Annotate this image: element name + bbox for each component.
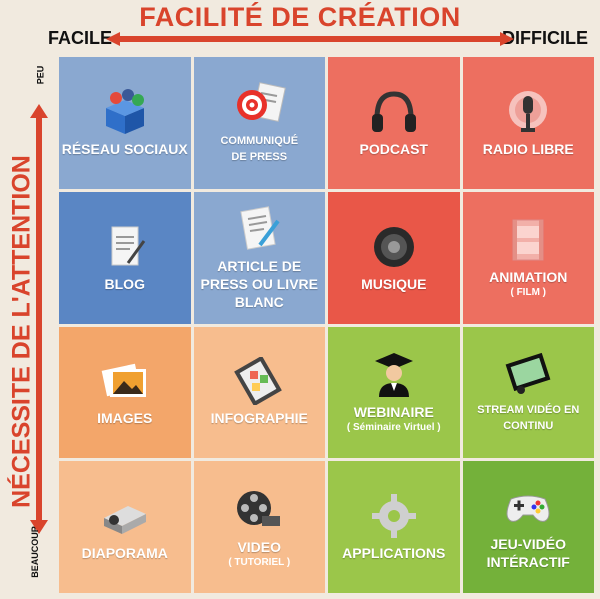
- cell-label: RADIO LIBRE: [482, 140, 574, 157]
- cell-label: JEU-VIDÉO INTÉRACTIF: [486, 536, 570, 571]
- cell-diaporama: DIAPORAMA: [59, 461, 191, 593]
- vertical-double-arrow: [30, 104, 48, 534]
- cell-infographie: INFOGRAPHIE: [193, 326, 325, 459]
- cell-label: COMMUNIQUÉ DE PRESS: [220, 134, 299, 163]
- cell-reseau-sociaux: RÉSEAU SOCIAUX: [59, 57, 191, 189]
- cell-video: VIDEO ( TUTORIEL ): [193, 461, 325, 593]
- cell-sublabel: ( TUTORIEL ): [228, 556, 291, 568]
- cell-sublabel: ( Séminaire Virtuel ): [346, 421, 441, 433]
- gear-icon: [371, 494, 416, 539]
- cell-label: RÉSEAU SOCIAUX: [61, 140, 188, 157]
- cell-label: STREAM VIDÉO EN CONTINU: [477, 404, 580, 433]
- cell-communique-de-press: COMMUNIQUÉ DE PRESS: [193, 57, 325, 189]
- vertical-axis-title: NÉCESSITE DE L'ATTENTION: [7, 155, 36, 508]
- graduate-icon: [374, 352, 413, 397]
- microphone-broadcast-icon: [509, 90, 548, 132]
- cell-webinaire: WEBINAIRE ( Séminaire Virtuel ): [328, 326, 460, 459]
- axis-label-difficile: DIFFICILE: [502, 28, 588, 48]
- speaker-icon: [373, 226, 414, 267]
- axis-label-facile: FACILE: [48, 28, 113, 48]
- cell-applications: APPLICATIONS: [328, 461, 460, 593]
- infographic-icon: [234, 357, 283, 406]
- cell-label: PODCAST: [359, 140, 428, 157]
- cell-podcast: PODCAST: [328, 57, 460, 189]
- cell-label: VIDEO: [237, 538, 282, 555]
- cell-label: WEBINAIRE: [353, 403, 434, 420]
- cell-label: ANIMATION: [489, 269, 568, 286]
- cell-sublabel: ( FILM ): [510, 287, 547, 299]
- cell-jeu-video: JEU-VIDÉO INTÉRACTIF: [462, 461, 594, 593]
- video-screen-icon: [505, 353, 551, 395]
- cell-stream-video: STREAM VIDÉO EN CONTINU: [462, 326, 594, 459]
- content-matrix: RÉSEAU SOCIAUX COMMUNIQUÉ DE PRESS PODCA…: [59, 57, 594, 593]
- film-reel-icon: [237, 490, 281, 526]
- photos-icon: [101, 364, 146, 398]
- cell-images: IMAGES: [59, 326, 191, 459]
- cell-radio-libre: RADIO LIBRE: [462, 57, 594, 189]
- chart-title: FACILITÉ DE CRÉATION: [139, 2, 461, 32]
- axis-label-peu: PEU: [35, 65, 46, 85]
- cell-label: ARTICLE DE PRESS OU LIVRE BLANC: [200, 257, 318, 310]
- film-strip-icon: [512, 219, 544, 261]
- social-network-box-icon: [105, 88, 144, 134]
- cell-blog: BLOG: [59, 191, 191, 324]
- cell-label: IMAGES: [97, 410, 153, 427]
- cell-article-de-press: ARTICLE DE PRESS OU LIVRE BLANC: [193, 191, 325, 324]
- headphones-icon: [371, 91, 416, 132]
- game-controller-icon: [506, 495, 550, 522]
- press-release-target-icon: [237, 81, 287, 122]
- cell-label: INFOGRAPHIE: [210, 410, 308, 427]
- cell-label: DIAPORAMA: [81, 545, 168, 562]
- horizontal-double-arrow: [106, 32, 514, 46]
- cell-animation: ANIMATION ( FILM ): [462, 191, 594, 324]
- cell-musique: MUSIQUE: [328, 191, 460, 324]
- cell-label: MUSIQUE: [361, 275, 427, 292]
- blog-document-icon: [111, 226, 145, 266]
- article-pen-icon: [240, 205, 280, 250]
- cell-label: BLOG: [104, 275, 145, 292]
- cell-label: APPLICATIONS: [342, 545, 446, 562]
- projector-icon: [103, 506, 146, 535]
